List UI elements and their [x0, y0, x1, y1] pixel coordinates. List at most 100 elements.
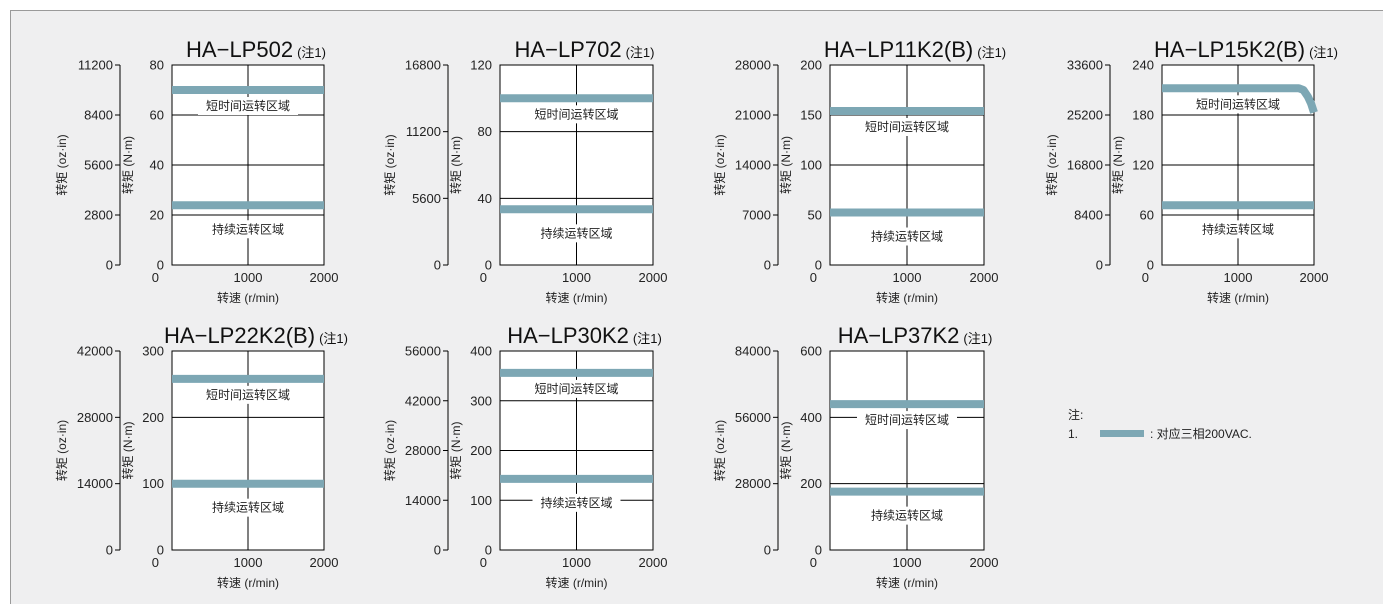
y-tick-label: 300: [142, 344, 164, 359]
region-label-bg: [532, 493, 621, 512]
region-label-short: 短时间运转区域: [206, 387, 290, 402]
x-tick-label: 1000: [1224, 270, 1253, 285]
oz-tick-label: 42000: [405, 393, 441, 408]
y-tick-label: 0: [485, 543, 492, 558]
region-label-continuous: 持续运转区域: [540, 225, 612, 240]
y-tick-label: 200: [142, 410, 164, 425]
y-tick-label: 0: [815, 258, 822, 273]
x-tick-label: 0: [152, 270, 159, 285]
region-label-bg: [198, 385, 298, 404]
y-tick-label: 100: [800, 158, 822, 173]
y-axis-title: 转矩 (N·m): [778, 136, 793, 194]
y-axis-title: 转矩 (N·m): [120, 136, 135, 194]
region-label-bg: [204, 220, 292, 239]
y-tick-label: 60: [150, 108, 164, 123]
region-label-continuous: 持续运转区域: [212, 221, 284, 236]
x-tick-label: 0: [810, 555, 817, 570]
chart-title-note: (注1): [1309, 45, 1338, 60]
region-label-continuous: 持续运转区域: [1202, 221, 1274, 236]
region-label-continuous: 持续运转区域: [871, 229, 943, 244]
y-tick-label: 180: [1132, 108, 1154, 123]
chart-title-main: HA−LP37K2: [838, 323, 960, 348]
chart-title-main: HA−LP702: [515, 37, 622, 62]
oz-tick-label: 25200: [1067, 108, 1103, 123]
y-tick-label: 0: [485, 258, 492, 273]
y-tick-label: 600: [800, 344, 822, 359]
region-label-bg: [857, 411, 957, 430]
chart-title: HA−LP702 (注1): [515, 37, 655, 62]
y-tick-label: 40: [478, 191, 492, 206]
region-label-short: 短时间运转区域: [865, 119, 949, 134]
note-title: 注:: [1068, 408, 1084, 422]
oz-axis-title: 转矩 (oz·in): [54, 420, 69, 481]
oz-tick-label: 5600: [84, 158, 113, 173]
oz-tick-label: 0: [434, 543, 441, 558]
oz-tick-label: 28000: [405, 443, 441, 458]
region-label-bg: [198, 97, 298, 115]
chart-4: 0 60 120 180 240 0 8400 16800 25200 33600 转矩 (N·m)…: [1044, 37, 1338, 305]
x-tick-label: 1000: [234, 555, 263, 570]
x-tick-label: 0: [480, 270, 487, 285]
oz-tick-label: 0: [764, 258, 771, 273]
y-tick-label: 200: [470, 443, 492, 458]
x-axis-title: 转速 (r/min): [217, 575, 279, 590]
x-tick-label: 1000: [562, 270, 591, 285]
y-tick-label: 200: [800, 476, 822, 491]
y-tick-label: 400: [800, 410, 822, 425]
oz-tick-label: 28000: [77, 410, 113, 425]
chart-title-note: (注1): [319, 331, 348, 346]
oz-tick-label: 16800: [1067, 158, 1103, 173]
legend-swatch: [1100, 430, 1145, 437]
chart-title-note: (注1): [297, 45, 326, 60]
oz-tick-label: 8400: [84, 108, 113, 123]
oz-tick-label: 14000: [735, 158, 771, 173]
region-label-bg: [204, 498, 292, 517]
x-tick-label: 2000: [970, 270, 999, 285]
chart-title-main: HA−LP15K2(B): [1154, 37, 1305, 62]
y-tick-label: 100: [470, 493, 492, 508]
oz-tick-label: 0: [106, 258, 113, 273]
region-label-bg: [1188, 95, 1288, 114]
x-tick-label: 2000: [970, 555, 999, 570]
region-label-short: 短时间运转区域: [534, 381, 618, 396]
y-tick-label: 80: [478, 124, 492, 139]
x-tick-label: 1000: [893, 270, 922, 285]
chart-title-main: HA−LP502: [186, 37, 293, 62]
oz-tick-label: 0: [434, 258, 441, 273]
y-tick-label: 200: [800, 58, 822, 73]
oz-tick-label: 0: [764, 543, 771, 558]
chart-title: HA−LP15K2(B) (注1): [1154, 37, 1338, 62]
region-label-continuous: 持续运转区域: [871, 508, 943, 523]
chart-title-main: HA−LP11K2(B): [824, 37, 973, 62]
region-label-continuous: 持续运转区域: [212, 500, 284, 515]
x-tick-label: 2000: [310, 270, 339, 285]
oz-tick-label: 56000: [735, 410, 771, 425]
x-tick-label: 2000: [639, 555, 668, 570]
y-tick-label: 240: [1132, 58, 1154, 73]
x-tick-label: 0: [1142, 270, 1149, 285]
y-tick-label: 150: [800, 108, 822, 123]
oz-tick-label: 21000: [735, 108, 771, 123]
y-axis-title: 转矩 (N·m): [448, 422, 463, 480]
x-axis-title: 转速 (r/min): [217, 290, 279, 305]
oz-tick-label: 0: [1096, 258, 1103, 273]
x-tick-label: 0: [480, 555, 487, 570]
chart-title-note: (注1): [633, 331, 662, 346]
oz-tick-label: 14000: [77, 476, 113, 491]
y-axis-title: 转矩 (N·m): [778, 422, 793, 480]
chart-title: HA−LP502 (注1): [186, 37, 326, 62]
oz-tick-label: 11200: [406, 124, 441, 139]
chart-title-note: (注1): [626, 45, 655, 60]
note-row: 1. : 对应三相200VAC.: [1068, 425, 1252, 442]
oz-tick-label: 7000: [742, 208, 771, 223]
chart-title: HA−LP30K2 (注1): [507, 323, 662, 348]
x-tick-label: 2000: [639, 270, 668, 285]
y-tick-label: 0: [157, 258, 164, 273]
oz-axis-title: 转矩 (oz·in): [712, 420, 727, 481]
chart-5: 0 100 200 300 0 14000 28000 42000 转矩 (N·m) 转矩 (oz…: [54, 323, 348, 590]
y-tick-label: 120: [470, 58, 492, 73]
chart-2: 0 40 80 120 0 5600 11200 16800 转矩 (N·m) 转矩 (oz·in…: [382, 37, 667, 305]
x-tick-label: 2000: [1300, 270, 1329, 285]
